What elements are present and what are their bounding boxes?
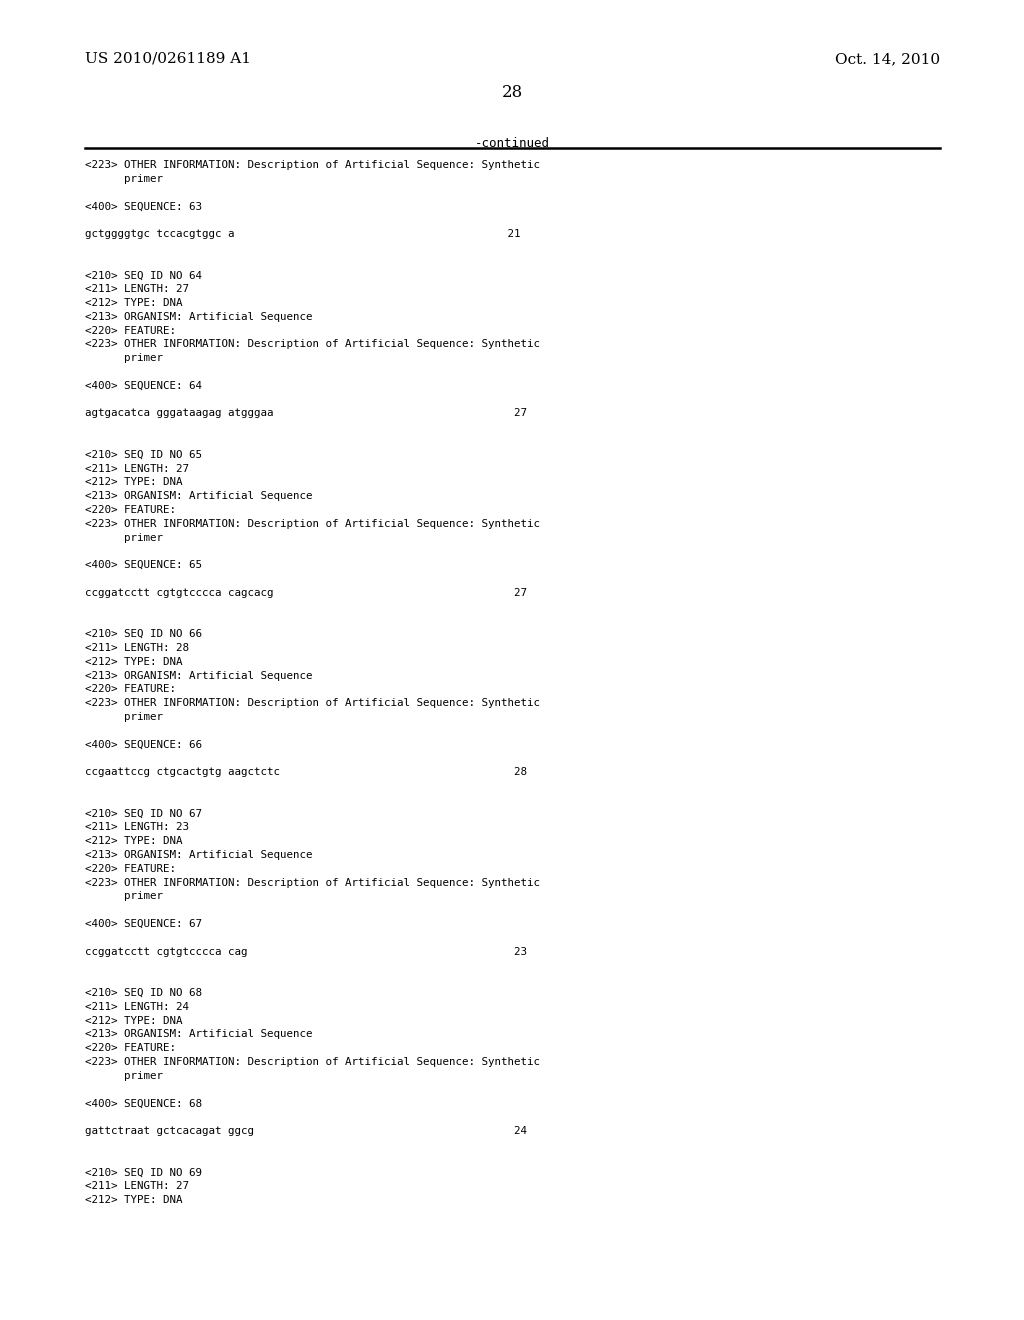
Text: primer: primer [85,174,163,183]
Text: <211> LENGTH: 27: <211> LENGTH: 27 [85,1181,189,1191]
Text: US 2010/0261189 A1: US 2010/0261189 A1 [85,51,251,66]
Text: <223> OTHER INFORMATION: Description of Artificial Sequence: Synthetic: <223> OTHER INFORMATION: Description of … [85,698,540,709]
Text: <211> LENGTH: 27: <211> LENGTH: 27 [85,284,189,294]
Text: 28: 28 [502,84,522,102]
Text: <223> OTHER INFORMATION: Description of Artificial Sequence: Synthetic: <223> OTHER INFORMATION: Description of … [85,519,540,529]
Text: <400> SEQUENCE: 65: <400> SEQUENCE: 65 [85,560,202,570]
Text: <213> ORGANISM: Artificial Sequence: <213> ORGANISM: Artificial Sequence [85,491,312,502]
Text: <212> TYPE: DNA: <212> TYPE: DNA [85,1015,182,1026]
Text: <210> SEQ ID NO 69: <210> SEQ ID NO 69 [85,1167,202,1177]
Text: <212> TYPE: DNA: <212> TYPE: DNA [85,836,182,846]
Text: primer: primer [85,354,163,363]
Text: <220> FEATURE:: <220> FEATURE: [85,684,176,694]
Text: <210> SEQ ID NO 64: <210> SEQ ID NO 64 [85,271,202,280]
Text: <210> SEQ ID NO 65: <210> SEQ ID NO 65 [85,450,202,459]
Text: <400> SEQUENCE: 67: <400> SEQUENCE: 67 [85,919,202,929]
Text: <211> LENGTH: 24: <211> LENGTH: 24 [85,1002,189,1012]
Text: <211> LENGTH: 23: <211> LENGTH: 23 [85,822,189,833]
Text: ccggatcctt cgtgtcccca cagcacg                                     27: ccggatcctt cgtgtcccca cagcacg 27 [85,587,527,598]
Text: <220> FEATURE:: <220> FEATURE: [85,506,176,515]
Text: Oct. 14, 2010: Oct. 14, 2010 [835,51,940,66]
Text: <400> SEQUENCE: 63: <400> SEQUENCE: 63 [85,202,202,211]
Text: <400> SEQUENCE: 68: <400> SEQUENCE: 68 [85,1098,202,1109]
Text: <223> OTHER INFORMATION: Description of Artificial Sequence: Synthetic: <223> OTHER INFORMATION: Description of … [85,1057,540,1067]
Text: <212> TYPE: DNA: <212> TYPE: DNA [85,298,182,308]
Text: gctggggtgc tccacgtggc a                                          21: gctggggtgc tccacgtggc a 21 [85,228,520,239]
Text: -continued: -continued [474,137,550,150]
Text: <212> TYPE: DNA: <212> TYPE: DNA [85,478,182,487]
Text: <400> SEQUENCE: 66: <400> SEQUENCE: 66 [85,739,202,750]
Text: <223> OTHER INFORMATION: Description of Artificial Sequence: Synthetic: <223> OTHER INFORMATION: Description of … [85,339,540,350]
Text: primer: primer [85,532,163,543]
Text: primer: primer [85,1071,163,1081]
Text: <211> LENGTH: 28: <211> LENGTH: 28 [85,643,189,653]
Text: <213> ORGANISM: Artificial Sequence: <213> ORGANISM: Artificial Sequence [85,312,312,322]
Text: <220> FEATURE:: <220> FEATURE: [85,863,176,874]
Text: primer: primer [85,891,163,902]
Text: ccgaattccg ctgcactgtg aagctctc                                    28: ccgaattccg ctgcactgtg aagctctc 28 [85,767,527,777]
Text: <220> FEATURE:: <220> FEATURE: [85,326,176,335]
Text: <213> ORGANISM: Artificial Sequence: <213> ORGANISM: Artificial Sequence [85,1030,312,1039]
Text: <220> FEATURE:: <220> FEATURE: [85,1043,176,1053]
Text: <223> OTHER INFORMATION: Description of Artificial Sequence: Synthetic: <223> OTHER INFORMATION: Description of … [85,160,540,170]
Text: <213> ORGANISM: Artificial Sequence: <213> ORGANISM: Artificial Sequence [85,671,312,681]
Text: <212> TYPE: DNA: <212> TYPE: DNA [85,1195,182,1205]
Text: agtgacatca gggataagag atgggaa                                     27: agtgacatca gggataagag atgggaa 27 [85,408,527,418]
Text: <223> OTHER INFORMATION: Description of Artificial Sequence: Synthetic: <223> OTHER INFORMATION: Description of … [85,878,540,887]
Text: <212> TYPE: DNA: <212> TYPE: DNA [85,657,182,667]
Text: <400> SEQUENCE: 64: <400> SEQUENCE: 64 [85,380,202,391]
Text: <210> SEQ ID NO 66: <210> SEQ ID NO 66 [85,630,202,639]
Text: primer: primer [85,711,163,722]
Text: ccggatcctt cgtgtcccca cag                                         23: ccggatcctt cgtgtcccca cag 23 [85,946,527,957]
Text: <211> LENGTH: 27: <211> LENGTH: 27 [85,463,189,474]
Text: <210> SEQ ID NO 68: <210> SEQ ID NO 68 [85,987,202,998]
Text: <213> ORGANISM: Artificial Sequence: <213> ORGANISM: Artificial Sequence [85,850,312,861]
Text: gattctraat gctcacagat ggcg                                        24: gattctraat gctcacagat ggcg 24 [85,1126,527,1137]
Text: <210> SEQ ID NO 67: <210> SEQ ID NO 67 [85,809,202,818]
